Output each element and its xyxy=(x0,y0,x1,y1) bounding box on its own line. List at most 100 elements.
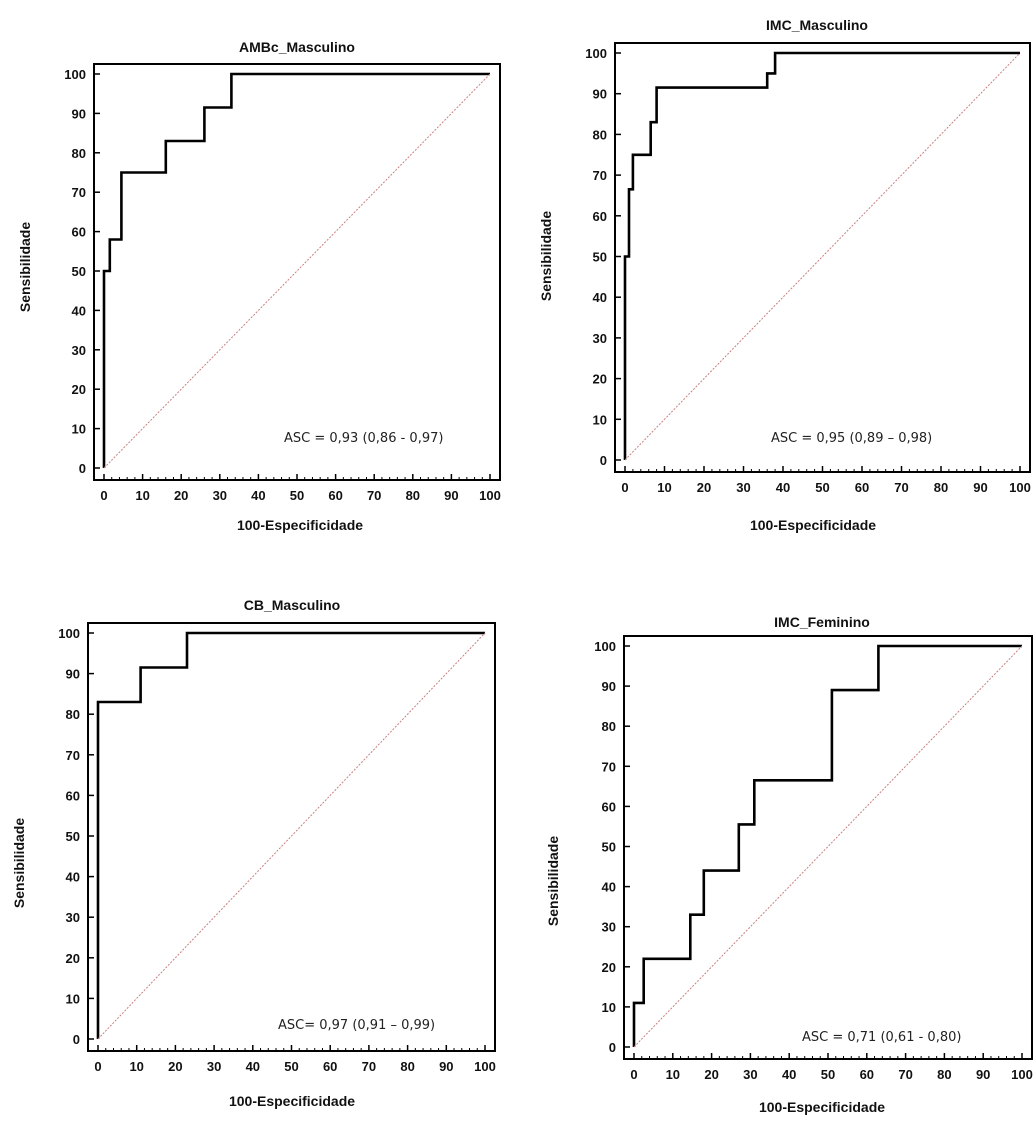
x-tick-label: 60 xyxy=(323,1059,337,1074)
x-tick-label: 50 xyxy=(815,480,829,495)
y-tick-label: 60 xyxy=(593,209,607,224)
x-tick-label: 40 xyxy=(246,1059,260,1074)
x-tick-label: 100 xyxy=(474,1059,496,1074)
reference-diagonal xyxy=(624,52,1021,461)
x-tick-label: 100 xyxy=(1009,480,1031,495)
y-tick-label: 100 xyxy=(594,639,616,654)
y-tick-label: 50 xyxy=(72,264,86,279)
y-tick-label: 10 xyxy=(72,422,86,437)
x-tick-label: 70 xyxy=(894,480,908,495)
auc-annotation: ASC = 0,93 (0,86 - 0,97) xyxy=(284,431,443,446)
y-tick-label: 70 xyxy=(72,185,86,200)
y-tick-label: 60 xyxy=(72,225,86,240)
roc-chart-cb-masculino: CB_Masculino Sensibilidade 100-Especific… xyxy=(11,597,496,1109)
x-axis-label: 100-Especificidade xyxy=(759,1099,885,1115)
roc-chart-imc-masculino: IMC_Masculino Sensibilidade 100-Especifi… xyxy=(538,17,1031,533)
y-tick-label: 20 xyxy=(66,951,80,966)
y-tick-label: 100 xyxy=(58,626,80,641)
y-tick-label: 80 xyxy=(66,707,80,722)
y-tick-label: 90 xyxy=(593,87,607,102)
y-tick-label: 40 xyxy=(72,303,86,318)
x-tick-label: 20 xyxy=(168,1059,182,1074)
x-tick-label: 0 xyxy=(100,488,107,503)
y-tick-label: 30 xyxy=(72,343,86,358)
y-tick-label: 20 xyxy=(602,960,616,975)
x-tick-label: 40 xyxy=(782,1067,796,1082)
x-tick-label: 40 xyxy=(776,480,790,495)
x-tick-label: 80 xyxy=(937,1067,951,1082)
chart-title: IMC_Masculino xyxy=(766,17,868,33)
x-tick-label: 30 xyxy=(743,1067,757,1082)
x-tick-label: 90 xyxy=(976,1067,990,1082)
x-axis-label: 100-Especificidade xyxy=(237,517,363,533)
y-tick-label: 50 xyxy=(593,250,607,265)
y-tick-label: 50 xyxy=(602,840,616,855)
x-tick-label: 30 xyxy=(207,1059,221,1074)
y-tick-label: 90 xyxy=(602,679,616,694)
auc-annotation: ASC= 0,97 (0,91 – 0,99) xyxy=(278,1018,435,1033)
y-axis-label: Sensibilidade xyxy=(545,836,561,926)
x-tick-label: 20 xyxy=(704,1067,718,1082)
x-axis-label: 100-Especificidade xyxy=(229,1093,355,1109)
roc-chart-ambc-masculino: AMBc_Masculino Sensibilidade 100-Especif… xyxy=(17,39,501,533)
y-tick-label: 20 xyxy=(72,382,86,397)
roc-curve xyxy=(96,631,485,1039)
y-tick-label: 80 xyxy=(72,146,86,161)
x-tick-label: 50 xyxy=(290,488,304,503)
x-tick-label: 100 xyxy=(1011,1067,1033,1082)
x-tick-label: 10 xyxy=(657,480,671,495)
y-tick-label: 70 xyxy=(593,168,607,183)
y-tick-label: 70 xyxy=(602,759,616,774)
x-axis-label: 100-Especificidade xyxy=(750,517,876,533)
y-tick-label: 50 xyxy=(66,829,80,844)
reference-diagonal xyxy=(633,645,1023,1048)
reference-diagonal xyxy=(97,632,486,1040)
x-tick-label: 30 xyxy=(736,480,750,495)
roc-panel-cb-masculino: CB_Masculino Sensibilidade 100-Especific… xyxy=(0,550,520,1118)
y-tick-label: 10 xyxy=(593,412,607,427)
y-tick-label: 70 xyxy=(66,748,80,763)
x-tick-label: 40 xyxy=(251,488,265,503)
x-tick-label: 0 xyxy=(630,1067,637,1082)
x-tick-label: 70 xyxy=(362,1059,376,1074)
chart-title: AMBc_Masculino xyxy=(239,39,355,55)
y-axis-label: Sensibilidade xyxy=(11,818,27,908)
y-tick-label: 30 xyxy=(66,910,80,925)
roc-chart-imc-feminino: IMC_Feminino Sensibilidade 100-Especific… xyxy=(545,614,1033,1115)
y-tick-label: 60 xyxy=(602,799,616,814)
x-tick-label: 60 xyxy=(860,1067,874,1082)
auc-annotation: ASC = 0,95 (0,89 – 0,98) xyxy=(771,431,932,446)
y-tick-label: 0 xyxy=(609,1040,616,1055)
roc-curve xyxy=(623,51,1020,460)
plot-frame xyxy=(93,63,501,481)
y-tick-label: 80 xyxy=(593,127,607,142)
x-tick-label: 80 xyxy=(934,480,948,495)
y-tick-label: 100 xyxy=(585,46,607,61)
y-tick-label: 100 xyxy=(64,67,86,82)
y-tick-label: 0 xyxy=(600,453,607,468)
x-tick-label: 80 xyxy=(400,1059,414,1074)
y-tick-label: 20 xyxy=(593,372,607,387)
y-tick-label: 80 xyxy=(602,719,616,734)
x-tick-label: 90 xyxy=(444,488,458,503)
y-tick-label: 90 xyxy=(66,667,80,682)
roc-panel-ambc-masculino: AMBc_Masculino Sensibilidade 100-Especif… xyxy=(0,0,520,550)
plot-frame xyxy=(87,622,496,1052)
chart-title: CB_Masculino xyxy=(244,597,340,613)
x-tick-label: 20 xyxy=(174,488,188,503)
x-tick-label: 50 xyxy=(284,1059,298,1074)
y-tick-label: 10 xyxy=(602,1000,616,1015)
y-tick-label: 90 xyxy=(72,106,86,121)
y-axis-label: Sensibilidade xyxy=(538,211,554,301)
y-tick-label: 40 xyxy=(593,290,607,305)
x-tick-label: 70 xyxy=(367,488,381,503)
auc-annotation: ASC = 0,71 (0,61 - 0,80) xyxy=(802,1030,961,1045)
x-tick-label: 30 xyxy=(213,488,227,503)
x-tick-label: 60 xyxy=(855,480,869,495)
y-tick-label: 0 xyxy=(79,461,86,476)
x-tick-label: 90 xyxy=(973,480,987,495)
x-tick-label: 10 xyxy=(135,488,149,503)
y-tick-label: 0 xyxy=(73,1032,80,1047)
x-tick-label: 90 xyxy=(439,1059,453,1074)
chart-title: IMC_Feminino xyxy=(774,614,870,630)
